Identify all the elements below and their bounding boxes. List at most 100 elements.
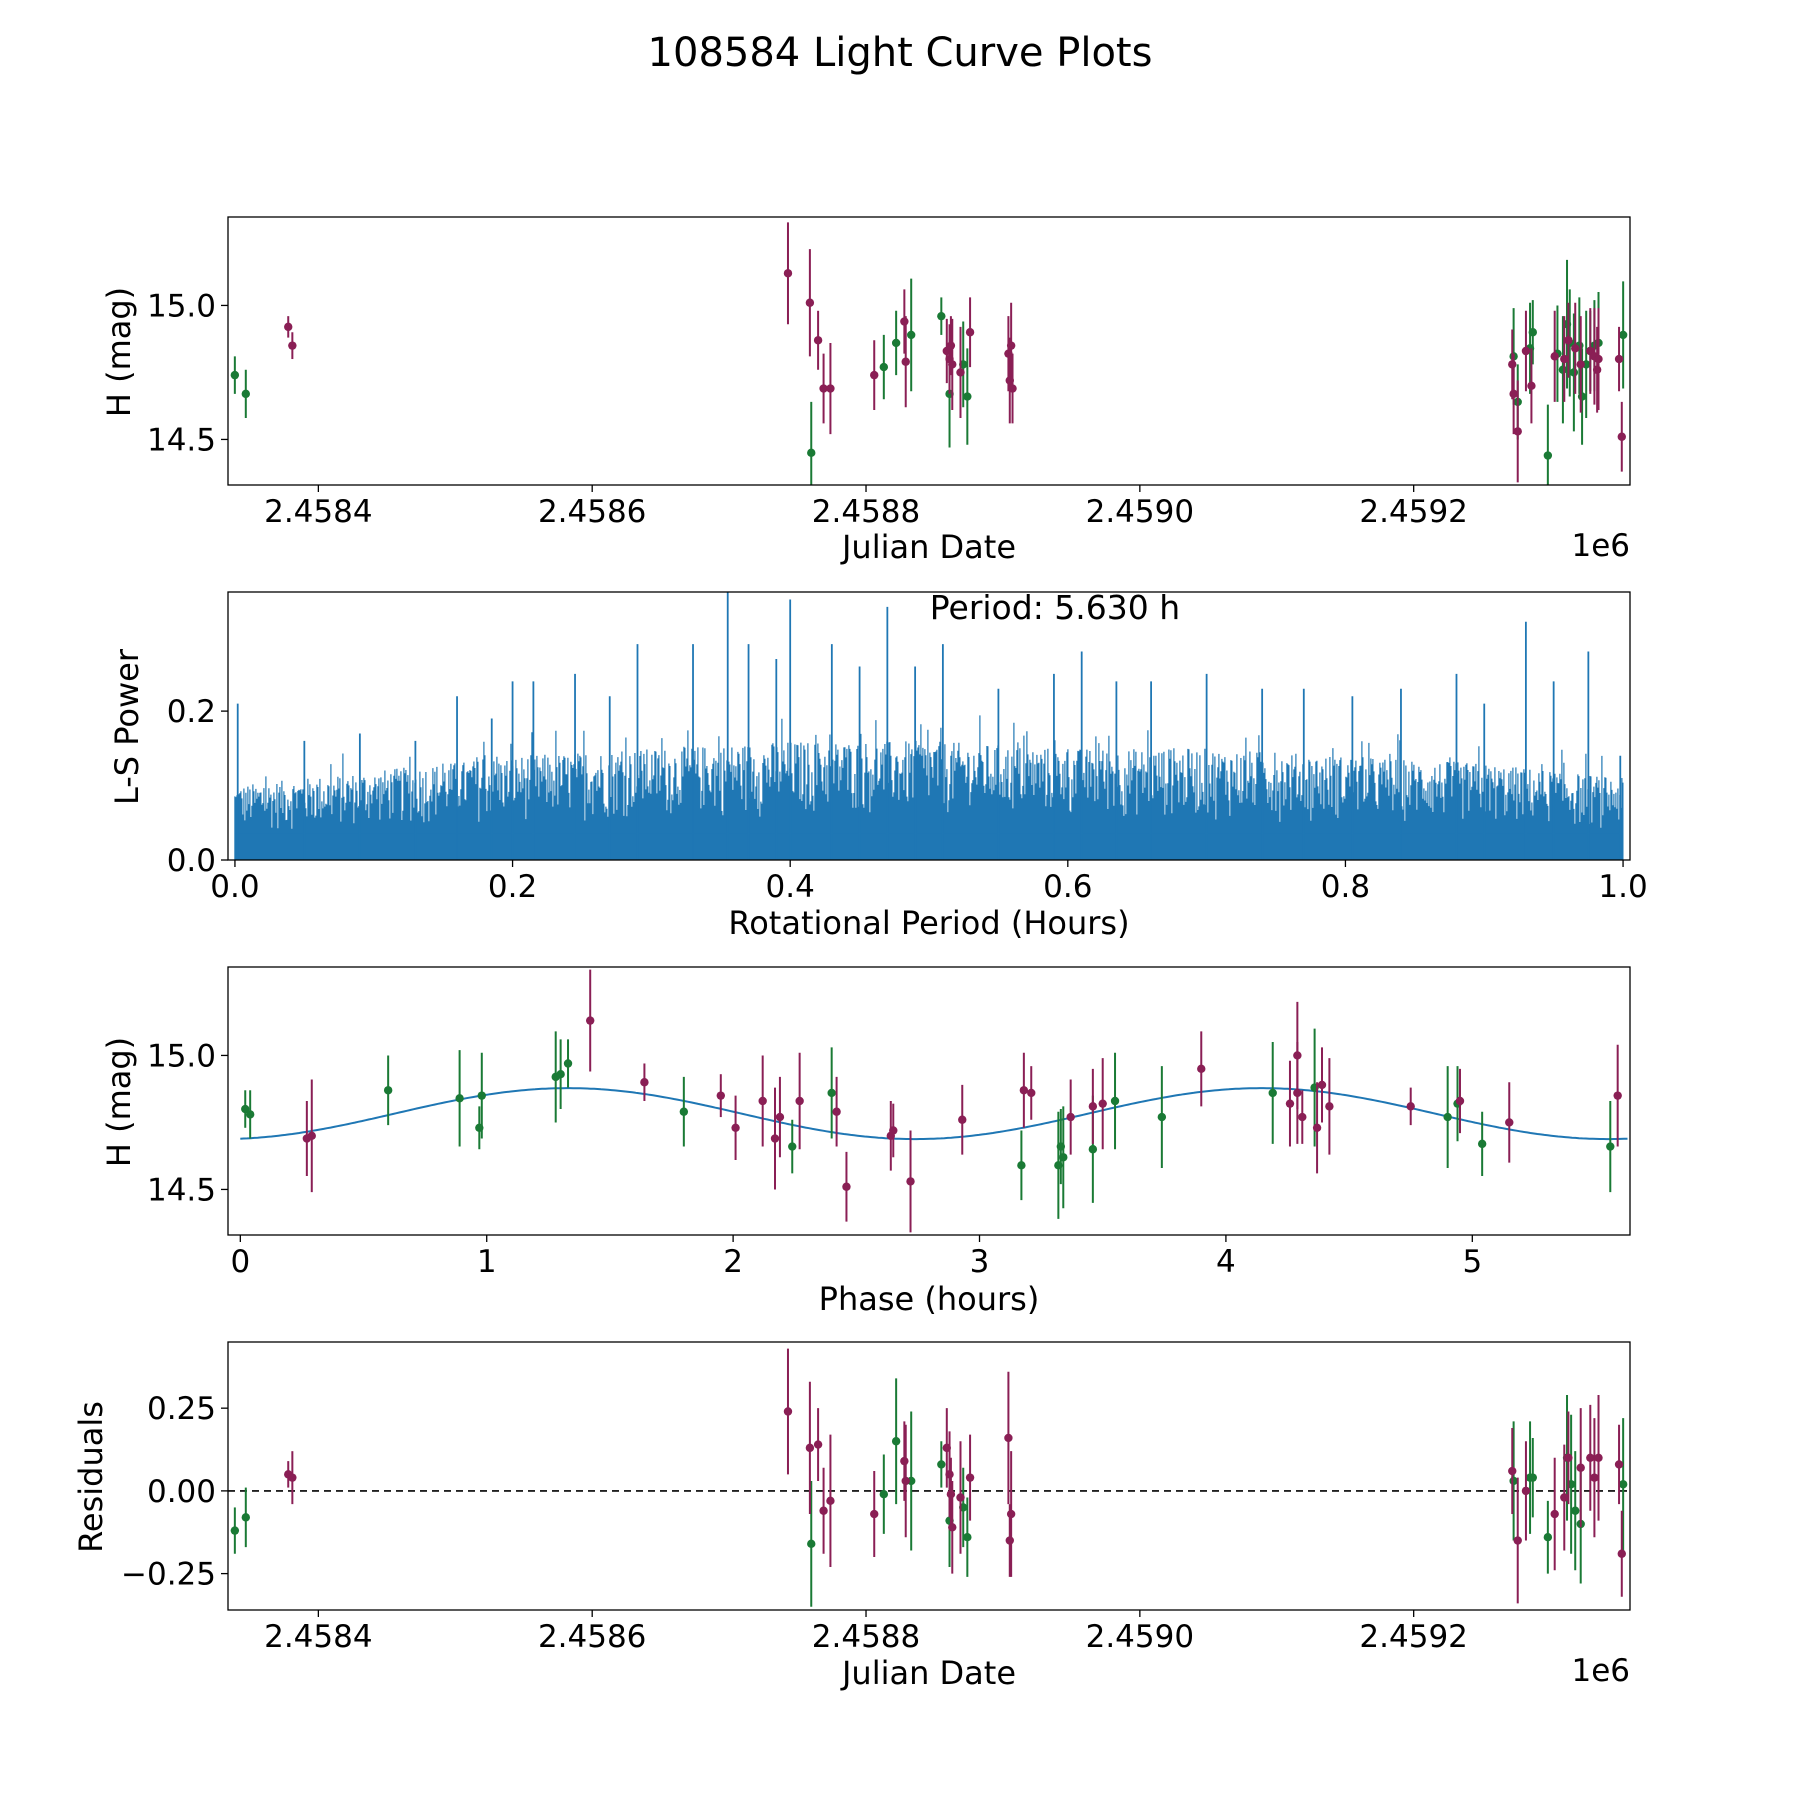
phased-point-magenta bbox=[906, 1177, 915, 1186]
phased-point-green bbox=[245, 1110, 255, 1119]
lightcurve-point-green bbox=[807, 448, 816, 458]
phased-xtick-label: 1 bbox=[477, 1244, 497, 1280]
phased-point-magenta bbox=[795, 1096, 804, 1106]
periodogram-ytick-label: 0.0 bbox=[167, 843, 216, 879]
lightcurve-point-green bbox=[1543, 451, 1553, 460]
residuals-point-green bbox=[963, 1533, 972, 1542]
phased-ytick-label: 14.5 bbox=[147, 1172, 216, 1208]
residuals-point-green bbox=[807, 1539, 816, 1549]
phased-point-green bbox=[1110, 1096, 1120, 1106]
lightcurve-point-green bbox=[891, 338, 901, 348]
phased-point-green bbox=[1088, 1145, 1098, 1154]
lightcurve-point-magenta bbox=[819, 384, 828, 393]
phased-point-green bbox=[556, 1070, 565, 1079]
residuals-xtick-label: 2.4584 bbox=[264, 1619, 372, 1655]
residuals-point-magenta bbox=[1513, 1536, 1522, 1545]
residuals-point-magenta bbox=[1586, 1453, 1595, 1463]
residuals-ytick-label: 0.00 bbox=[147, 1474, 216, 1510]
phased-xlabel: Phase (hours) bbox=[819, 1280, 1040, 1318]
residuals-point-magenta bbox=[901, 1476, 910, 1486]
phased-point-magenta bbox=[1325, 1102, 1334, 1111]
lightcurve-point-magenta bbox=[1550, 352, 1559, 361]
lightcurve-ytick-label: 15.0 bbox=[147, 288, 216, 324]
residuals-point-magenta bbox=[948, 1523, 957, 1532]
phased-point-green bbox=[563, 1059, 573, 1068]
residuals-xtick-label: 2.4592 bbox=[1359, 1619, 1467, 1655]
lightcurve-point-magenta bbox=[965, 328, 975, 337]
lightcurve-xtick-label: 2.4592 bbox=[1359, 494, 1467, 530]
residuals-point-magenta bbox=[813, 1440, 823, 1449]
residuals-point-magenta bbox=[945, 1470, 954, 1479]
phased-fit-curve bbox=[240, 1087, 1628, 1141]
phased-point-green bbox=[1477, 1139, 1487, 1149]
lightcurve-xtick-label: 2.4588 bbox=[812, 494, 920, 530]
lightcurve-axes: Julian Date H (mag) 1e6 2.4584 2.4586 2.45… bbox=[100, 216, 1631, 566]
phased-point-magenta bbox=[889, 1126, 898, 1135]
lightcurve-point-magenta bbox=[1508, 360, 1517, 369]
phased-point-magenta bbox=[842, 1182, 851, 1191]
phased-point-magenta bbox=[1505, 1118, 1514, 1127]
residuals-frame bbox=[227, 1341, 1631, 1611]
lightcurve-point-magenta bbox=[284, 322, 293, 332]
lightcurve-point-magenta bbox=[946, 341, 956, 350]
residuals-point-green bbox=[879, 1489, 889, 1499]
residuals-point-magenta bbox=[1560, 1493, 1569, 1502]
phased-point-magenta bbox=[1317, 1080, 1327, 1090]
periodogram-power-floor bbox=[234, 833, 1624, 860]
residuals-point-magenta bbox=[1005, 1536, 1014, 1545]
lightcurve-point-green bbox=[1569, 368, 1579, 377]
residuals-point-green bbox=[1543, 1533, 1553, 1542]
phased-point-magenta bbox=[1019, 1086, 1029, 1095]
lightcurve-point-magenta bbox=[813, 336, 823, 345]
phased-point-magenta bbox=[731, 1123, 740, 1133]
lightcurve-point-magenta bbox=[900, 317, 909, 326]
residuals-points bbox=[230, 1348, 1628, 1607]
residuals-point-magenta bbox=[900, 1456, 909, 1466]
residuals-ylabel: Residuals bbox=[72, 1401, 110, 1553]
phased-point-green bbox=[1059, 1153, 1068, 1162]
lightcurve-point-green bbox=[1558, 365, 1568, 374]
phased-point-magenta bbox=[1312, 1123, 1322, 1133]
lightcurve-point-magenta bbox=[1521, 346, 1531, 356]
lightcurve-point-magenta bbox=[288, 341, 297, 350]
lightcurve-offset-label: 1e6 bbox=[1571, 528, 1630, 564]
residuals-point-magenta bbox=[819, 1506, 828, 1515]
phased-point-magenta bbox=[832, 1107, 841, 1116]
phased-point-green bbox=[788, 1142, 797, 1151]
residuals-point-magenta bbox=[1564, 1453, 1573, 1463]
residuals-point-green bbox=[1571, 1506, 1580, 1515]
phased-point-magenta bbox=[1197, 1064, 1206, 1074]
residuals-point-green bbox=[1509, 1476, 1518, 1486]
residuals-ytick-label: 0.25 bbox=[147, 1391, 216, 1427]
lightcurve-xtick-label: 2.4590 bbox=[1086, 494, 1194, 530]
lightcurve-point-green bbox=[1618, 330, 1628, 340]
phased-point-green bbox=[383, 1086, 393, 1095]
phased-point-green bbox=[1017, 1161, 1026, 1170]
phased-point-magenta bbox=[1088, 1102, 1098, 1111]
residuals-point-magenta bbox=[1614, 1460, 1624, 1469]
lightcurve-point-green bbox=[230, 370, 240, 380]
residuals-point-magenta bbox=[288, 1473, 297, 1482]
phased-point-magenta bbox=[1066, 1112, 1075, 1122]
lightcurve-points bbox=[230, 222, 1628, 485]
residuals-point-magenta bbox=[870, 1509, 879, 1519]
residuals-point-magenta bbox=[1550, 1509, 1559, 1519]
residuals-offset-label: 1e6 bbox=[1571, 1653, 1630, 1689]
residuals-point-green bbox=[230, 1526, 240, 1535]
phased-point-magenta bbox=[716, 1091, 725, 1100]
lightcurve-point-green bbox=[1528, 328, 1537, 337]
lightcurve-point-magenta bbox=[901, 357, 910, 366]
phased-point-magenta bbox=[1285, 1099, 1295, 1108]
phased-point-magenta bbox=[1027, 1088, 1036, 1098]
phased-xtick-label: 2 bbox=[723, 1244, 743, 1280]
residuals-ytick-label: −0.25 bbox=[121, 1557, 216, 1593]
lightcurve-point-magenta bbox=[1564, 336, 1573, 345]
lightcurve-xtick-label: 2.4586 bbox=[538, 494, 646, 530]
phased-xtick-label: 5 bbox=[1462, 1244, 1482, 1280]
phased-point-magenta bbox=[775, 1112, 785, 1122]
phased-point-green bbox=[1606, 1142, 1615, 1151]
residuals-point-green bbox=[937, 1460, 946, 1469]
residuals-point-magenta bbox=[956, 1493, 965, 1502]
lightcurve-point-magenta bbox=[826, 384, 835, 393]
lightcurve-point-magenta bbox=[948, 360, 957, 369]
